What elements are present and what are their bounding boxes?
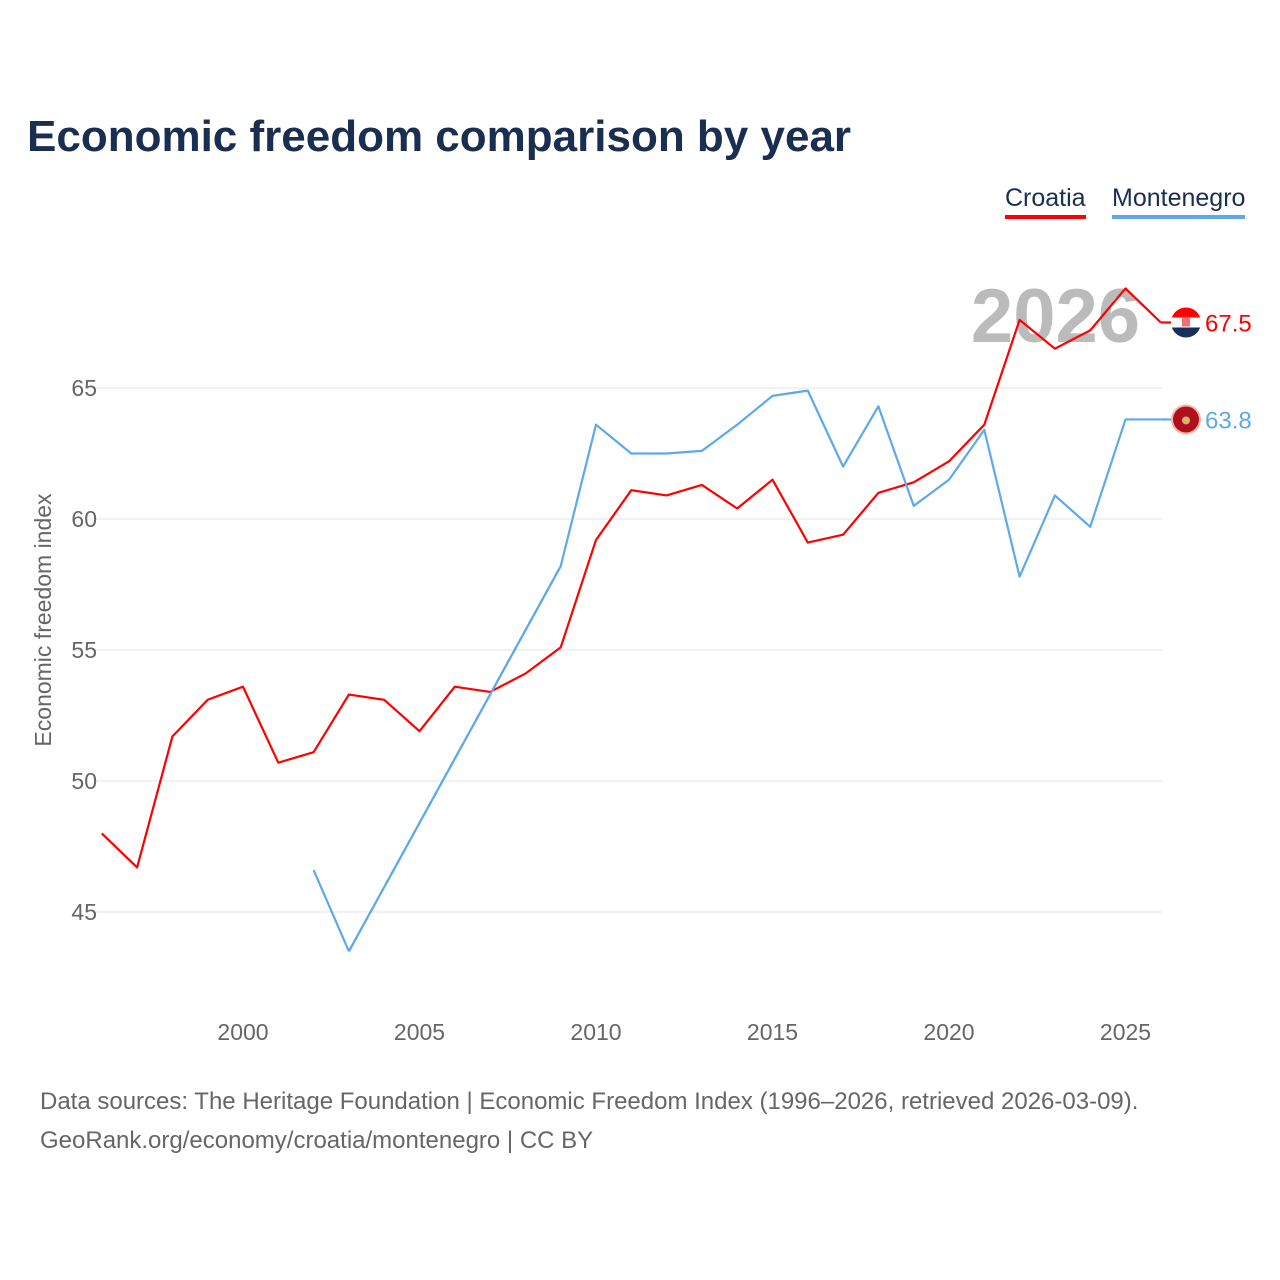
y-tick-label: 55: [71, 637, 97, 663]
croatia-flag-icon: [1171, 307, 1201, 338]
x-tick-label: 2020: [923, 1019, 974, 1045]
footer-sources: Data sources: The Heritage Foundation | …: [40, 1088, 1139, 1115]
flag-red: [1171, 307, 1201, 318]
montenegro-flag-icon: [1171, 404, 1201, 435]
x-tick-label: 2015: [747, 1019, 798, 1045]
flag-blue: [1171, 327, 1201, 338]
end-value-label-croatia: 67.5: [1205, 311, 1252, 338]
flag-coat: [1182, 316, 1190, 327]
series-line-montenegro: [347, 389, 1161, 952]
y-axis-label: Economic freedom index: [30, 493, 56, 747]
y-tick-label: 50: [71, 768, 97, 794]
end-value-label-montenegro: 63.8: [1205, 407, 1252, 434]
y-tick-label: 60: [71, 506, 97, 532]
series-line-montenegro: [312, 869, 350, 952]
x-tick-label: 2025: [1100, 1019, 1151, 1045]
x-tick-label: 2010: [570, 1019, 621, 1045]
series-line-croatia: [101, 287, 1162, 869]
legend-croatia[interactable]: Croatia: [1005, 184, 1086, 219]
footer-link[interactable]: GeoRank.org/economy/croatia/montenegro |…: [40, 1127, 594, 1154]
x-tick-label: 2005: [394, 1019, 445, 1045]
y-tick-label: 45: [71, 899, 97, 925]
legend-montenegro[interactable]: Montenegro: [1112, 184, 1246, 219]
x-tick-label: 2000: [217, 1019, 268, 1045]
flag-coat: [1182, 416, 1190, 425]
chart-title: Economic freedom comparison by year: [27, 112, 852, 161]
year-watermark: 2026: [971, 274, 1140, 359]
y-tick-label: 65: [71, 375, 97, 401]
